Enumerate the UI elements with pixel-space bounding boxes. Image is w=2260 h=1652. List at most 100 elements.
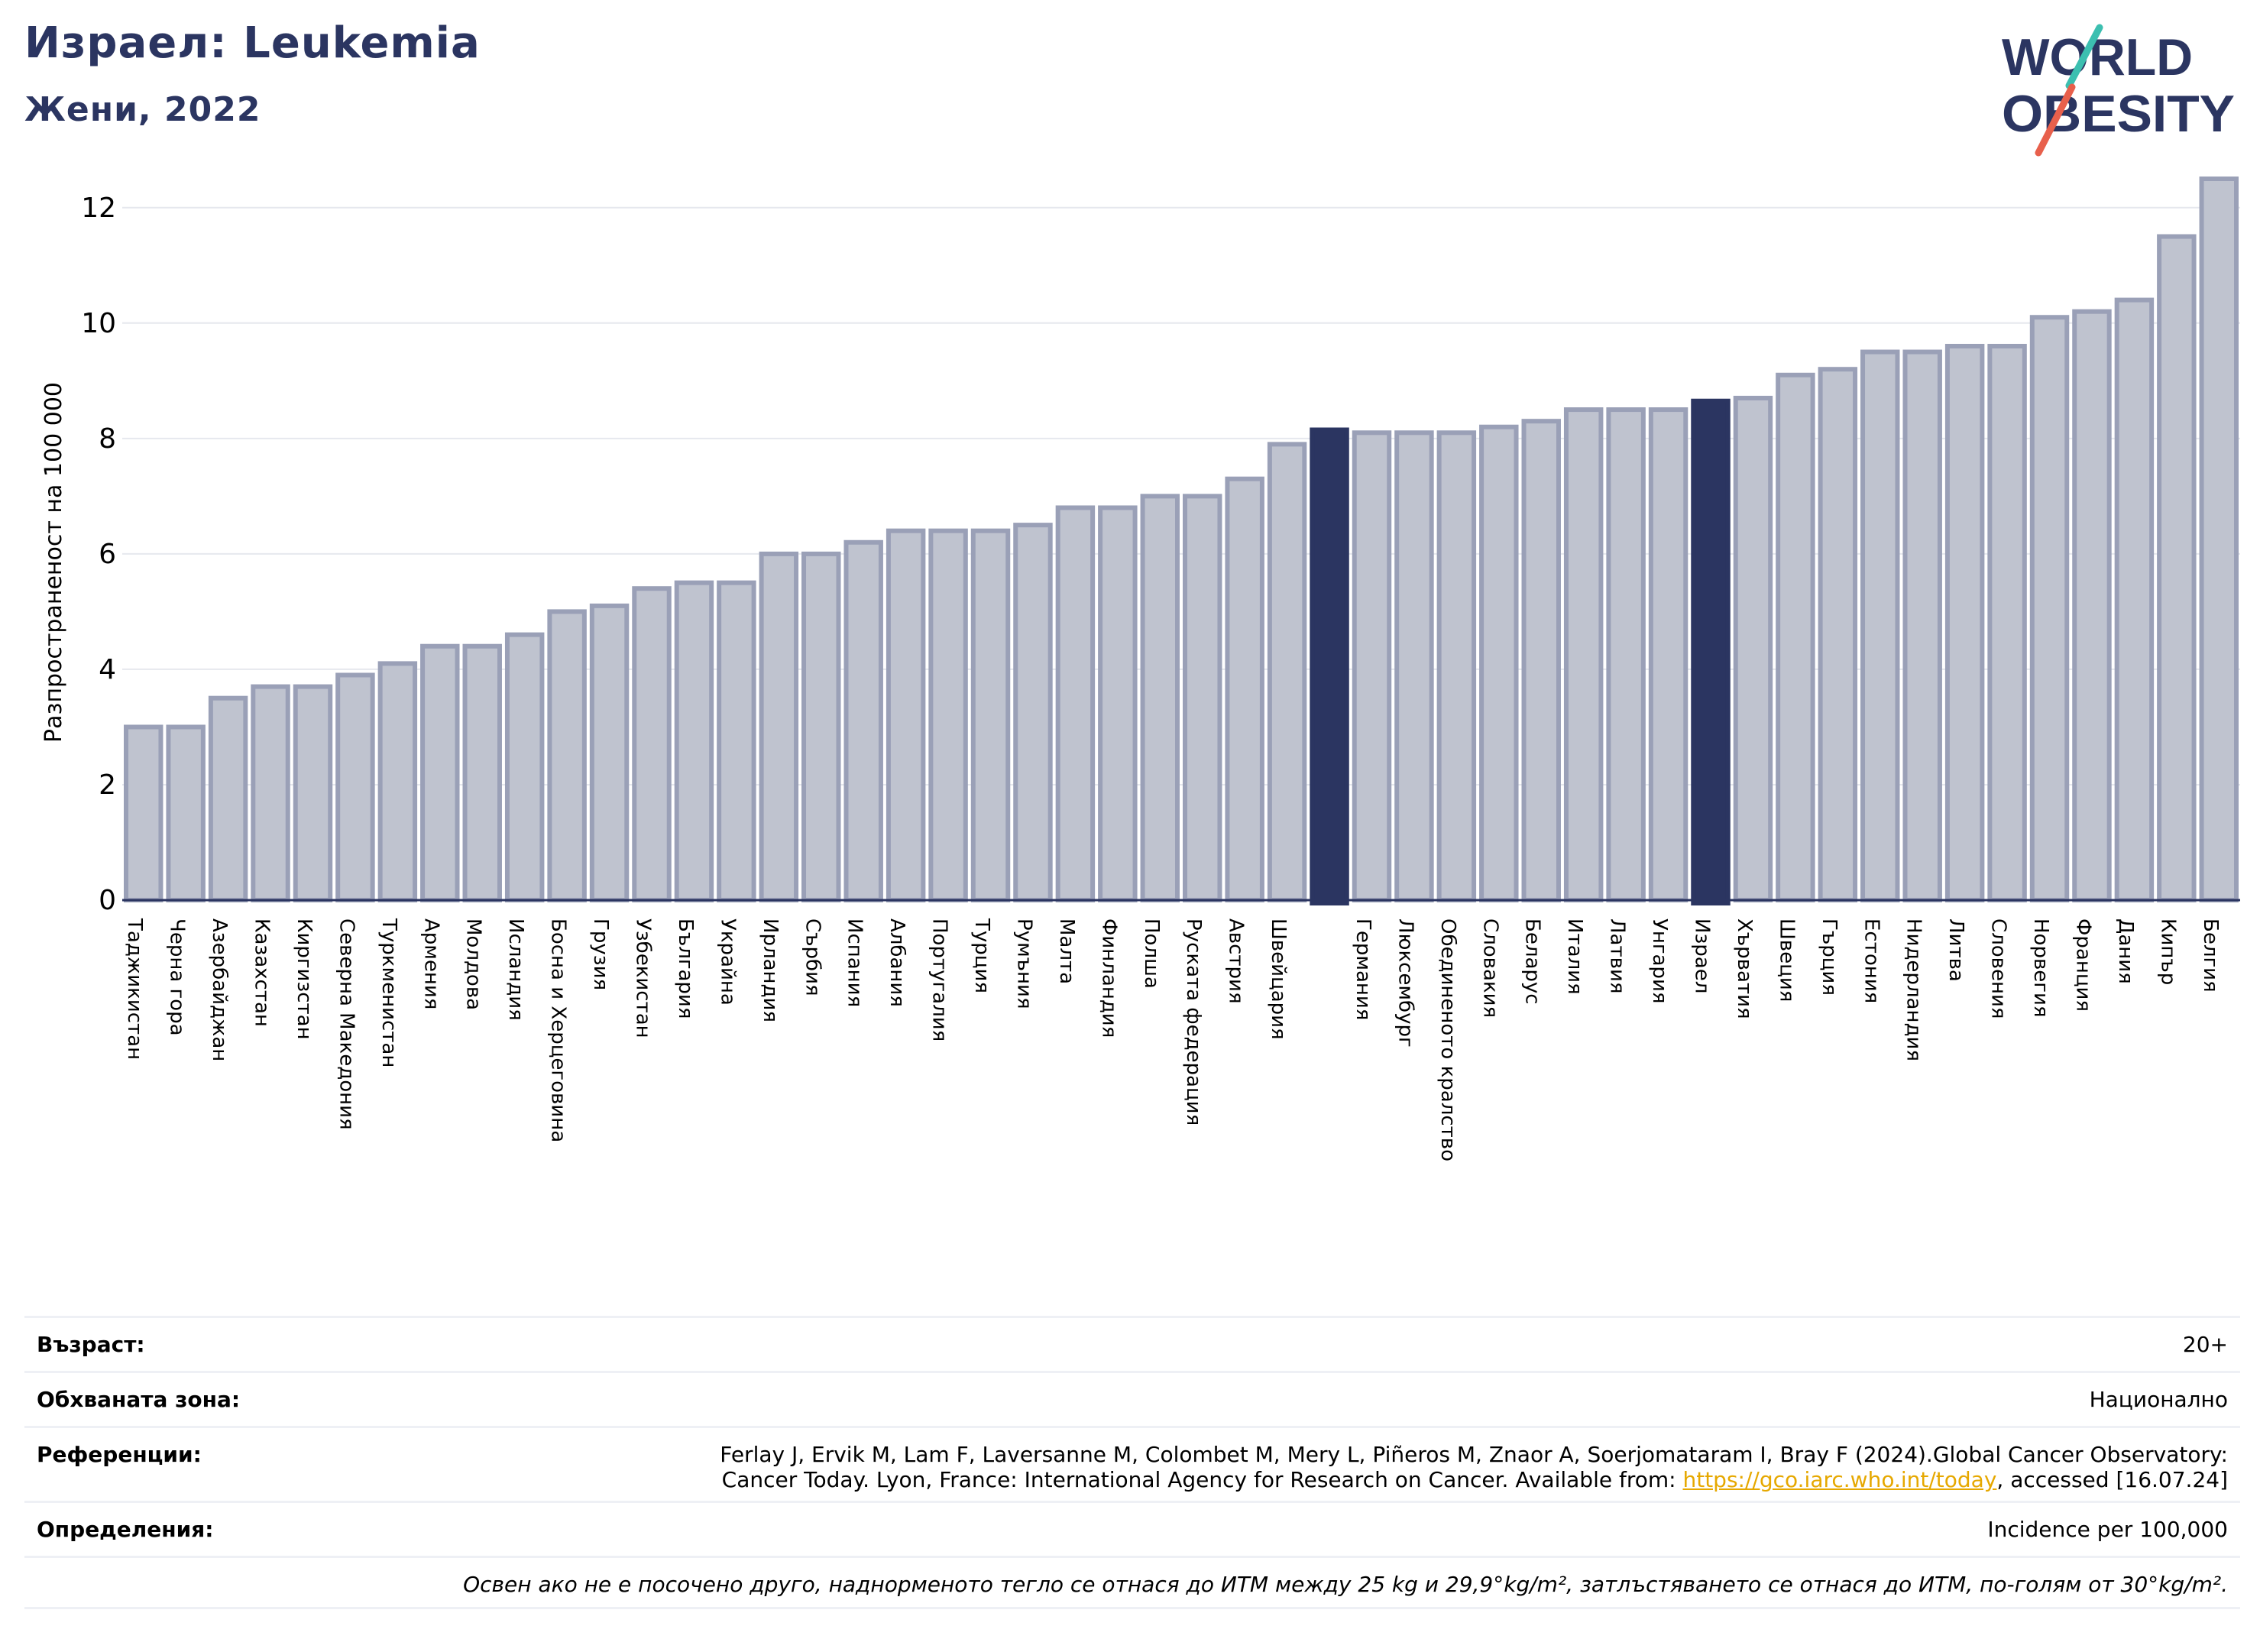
bar xyxy=(1944,344,1985,902)
bar xyxy=(717,580,756,902)
area-label: Обхваната зона: xyxy=(37,1387,241,1412)
world-obesity-logo: WORLD OBESITY xyxy=(2002,24,2235,157)
x-tick-labels: Таджикистан Черна гора Азербайджан Казахста… xyxy=(123,918,2222,1161)
bar xyxy=(1182,494,1222,902)
x-tick-label: Турция xyxy=(970,918,993,993)
x-tick-label: Австрия xyxy=(1225,918,1248,1004)
x-tick-label: Беларус xyxy=(1521,918,1544,1005)
logo-line2: OBESITY xyxy=(2002,85,2235,143)
bar xyxy=(1733,395,1773,902)
x-tick-label: Израел xyxy=(1691,918,1714,993)
age-row: Възраст: 20+ xyxy=(24,1316,2240,1371)
x-tick-label: Дания xyxy=(2114,918,2137,984)
x-tick-label: Киргизстан xyxy=(293,918,316,1040)
x-tick-label: Обединеното кралство xyxy=(1436,918,1459,1161)
x-tick-label: Финландия xyxy=(1097,918,1120,1038)
x-tick-label: Хърватия xyxy=(1733,918,1756,1019)
reference-link[interactable]: https://gco.iarc.who.int/today xyxy=(1682,1467,1997,1492)
x-tick-label: Грузия xyxy=(589,918,612,990)
bar xyxy=(166,724,206,902)
x-tick-label: Босна и Херцеговина xyxy=(547,918,570,1142)
x-tick-label: Белгия xyxy=(2199,918,2222,993)
bar xyxy=(123,724,164,902)
x-tick-label: Латвия xyxy=(1606,918,1629,994)
bar xyxy=(2114,297,2155,903)
x-tick-label: Албания xyxy=(886,918,908,1007)
x-tick-label: Швейцария xyxy=(1267,918,1290,1040)
bar xyxy=(1818,367,1858,902)
x-tick-label: Унгария xyxy=(1648,918,1671,1003)
bar xyxy=(1013,523,1053,902)
bar xyxy=(1055,505,1096,902)
x-tick-label: Франция xyxy=(2071,918,2094,1012)
bar xyxy=(1563,407,1604,902)
x-tick-label: Руската федерация xyxy=(1182,918,1205,1126)
x-tick-label: Испания xyxy=(843,918,866,1007)
bar xyxy=(547,609,587,903)
bar xyxy=(1479,424,1519,902)
x-tick-label: Литва xyxy=(1944,918,1967,982)
bar xyxy=(504,632,545,902)
bar xyxy=(589,603,630,903)
x-tick-label: България xyxy=(674,918,697,1019)
x-tick-label: Кипър xyxy=(2156,918,2179,985)
references-value: Ferlay J, Ervik M, Lam F, Laversanne M, … xyxy=(720,1442,2228,1492)
x-tick-label: Словакия xyxy=(1478,918,1501,1018)
bar xyxy=(1310,427,1349,905)
x-tick-label: Естония xyxy=(1860,918,1883,1003)
x-tick-label: Таджикистан xyxy=(123,918,146,1060)
bar xyxy=(1098,505,1138,902)
logo-slash-coral xyxy=(2035,83,2076,157)
bar xyxy=(1225,476,1264,902)
bar xyxy=(928,528,968,902)
bar xyxy=(843,539,883,902)
x-tick-label: Португалия xyxy=(928,918,951,1041)
bars xyxy=(122,177,2240,905)
bar-chart: 0 2 4 6 8 10 12 Таджикистан Черна гора Азербайдж… xyxy=(40,177,2240,1161)
reference-line2-pre: Cancer Today. Lyon, France: Internationa… xyxy=(721,1467,1683,1492)
bar xyxy=(759,551,799,902)
age-label: Възраст: xyxy=(37,1332,145,1357)
x-tick-label: Ирландия xyxy=(759,918,782,1022)
y-tick-label: 4 xyxy=(99,654,116,685)
x-tick-label: Германия xyxy=(1352,918,1374,1020)
age-value: 20+ xyxy=(2182,1332,2228,1357)
bar xyxy=(801,551,841,902)
bar xyxy=(1267,442,1307,902)
bar xyxy=(2072,309,2112,903)
x-tick-label: Полша xyxy=(1140,918,1163,989)
x-tick-label: Черна гора xyxy=(166,918,189,1036)
bar xyxy=(1776,372,1815,902)
y-tick-label: 10 xyxy=(81,308,116,339)
y-tick-label: 12 xyxy=(81,193,116,224)
chart-subtitle: Жени, 2022 xyxy=(24,90,261,129)
bar xyxy=(335,672,375,902)
bar xyxy=(1606,407,1646,902)
chart-title: Израел: Leukemia xyxy=(24,18,481,68)
logo-slash-teal xyxy=(2065,24,2103,89)
bar xyxy=(1691,398,1731,905)
bar xyxy=(420,643,460,902)
x-tick-label: Туркменистан xyxy=(377,918,400,1067)
y-axis-label: Разпространеност на 100 000 xyxy=(40,382,67,743)
x-tick-label: Армения xyxy=(419,918,442,1009)
bar xyxy=(2157,234,2197,902)
references-label: Референции: xyxy=(37,1442,202,1467)
x-tick-label: Италия xyxy=(1563,918,1586,995)
x-tick-label: Гърция xyxy=(1818,918,1841,996)
bar xyxy=(2029,315,2070,902)
reference-line1: Ferlay J, Ervik M, Lam F, Laversanne M, … xyxy=(720,1442,2228,1467)
x-tick-label: Люксембург xyxy=(1394,918,1417,1048)
bar xyxy=(632,586,672,903)
x-tick-label: Швеция xyxy=(1775,918,1798,1002)
x-tick-label: Румъния xyxy=(1012,918,1035,1009)
bar xyxy=(1521,419,1561,902)
bmi-note: Освен ако не е посочено друго, наднормен… xyxy=(463,1572,2228,1597)
x-tick-label: Украйна xyxy=(716,918,739,1006)
bar xyxy=(1140,494,1180,902)
note-row: Освен ако не е посочено друго, наднормен… xyxy=(24,1556,2240,1609)
x-tick-label: Молдова xyxy=(462,918,485,1010)
bar xyxy=(1648,407,1689,902)
x-tick-label: Азербайджан xyxy=(208,918,231,1061)
bar xyxy=(1394,430,1434,902)
